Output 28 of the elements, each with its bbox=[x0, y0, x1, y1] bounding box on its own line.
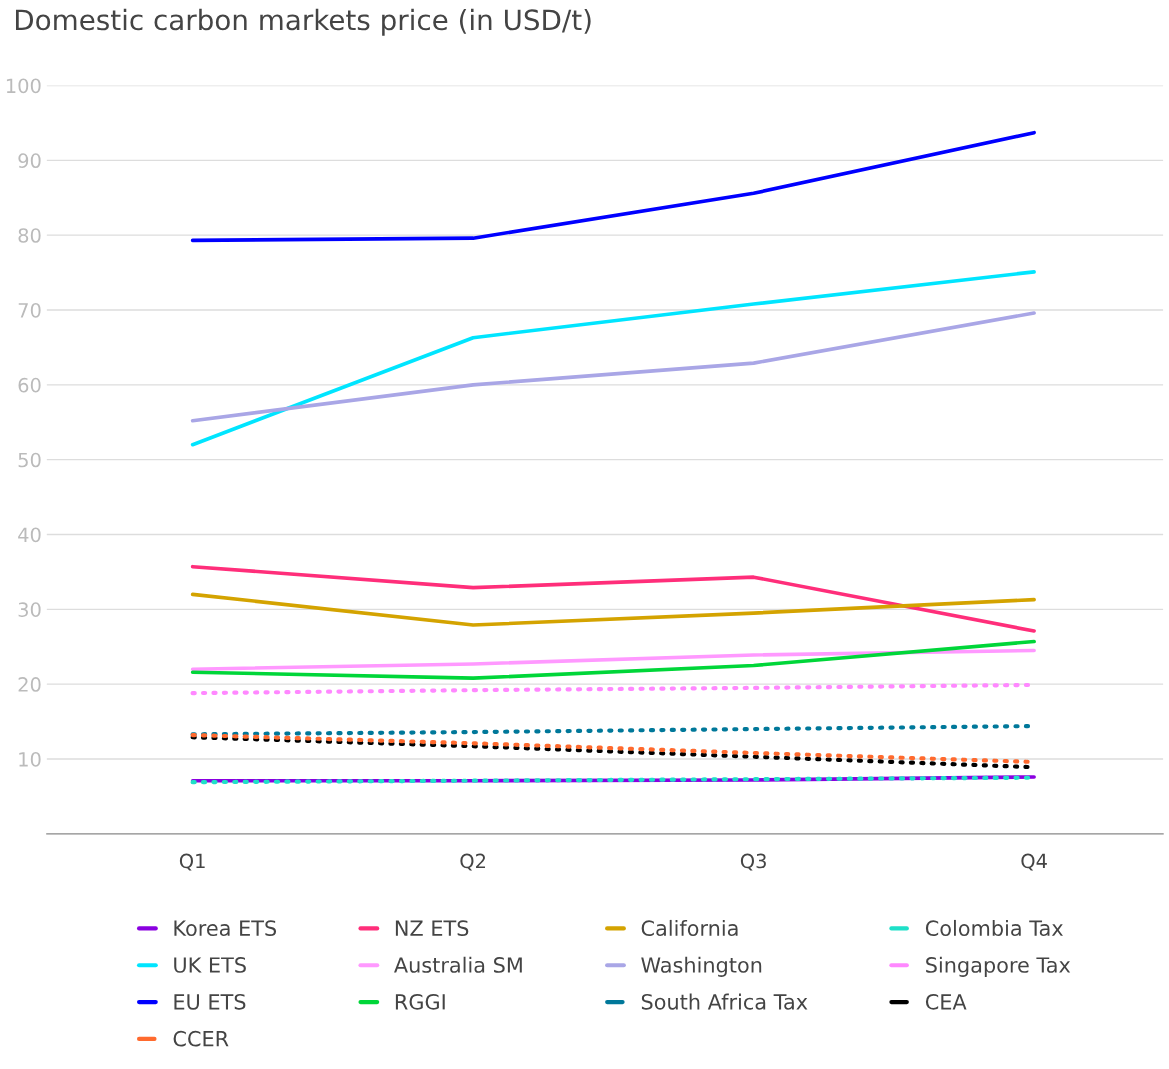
x-tick-label: Q1 bbox=[179, 853, 205, 871]
legend-label: RGGI bbox=[395, 993, 445, 1010]
legend-label: Korea ETS bbox=[174, 920, 277, 937]
y-tick-label: 30 bbox=[18, 602, 41, 617]
x-tick-label: Q2 bbox=[460, 853, 486, 871]
y-tick-label: 60 bbox=[18, 377, 41, 393]
y-tick-label: 70 bbox=[18, 302, 41, 318]
legend-label: California bbox=[641, 919, 738, 937]
legend-label: Singapore Tax bbox=[926, 956, 1071, 977]
x-tick-label: Q3 bbox=[740, 853, 766, 871]
y-tick-label: 90 bbox=[18, 153, 41, 169]
x-tick-label: Q4 bbox=[1021, 853, 1047, 871]
legend-label: UK ETS bbox=[174, 957, 246, 973]
y-tick-label: 20 bbox=[18, 677, 41, 692]
legend-label: Colombia Tax bbox=[925, 919, 1063, 937]
legend-label: CEA bbox=[925, 993, 967, 1010]
y-tick-label: 40 bbox=[18, 527, 41, 543]
legend-label: CCER bbox=[173, 1030, 229, 1047]
legend-label: EU ETS bbox=[174, 993, 246, 1010]
chart-title: Domestic carbon markets price (in USD/t) bbox=[15, 8, 591, 36]
legend-label: NZ ETS bbox=[395, 920, 469, 937]
y-tick-label: 100 bbox=[6, 78, 41, 94]
legend-label: South Africa Tax bbox=[641, 993, 808, 1010]
legend-label: Washington bbox=[641, 956, 762, 977]
y-tick-label: 10 bbox=[19, 751, 41, 767]
legend-label: Australia SM bbox=[394, 956, 522, 973]
y-tick-label: 50 bbox=[18, 452, 41, 468]
y-tick-label: 80 bbox=[18, 228, 41, 243]
